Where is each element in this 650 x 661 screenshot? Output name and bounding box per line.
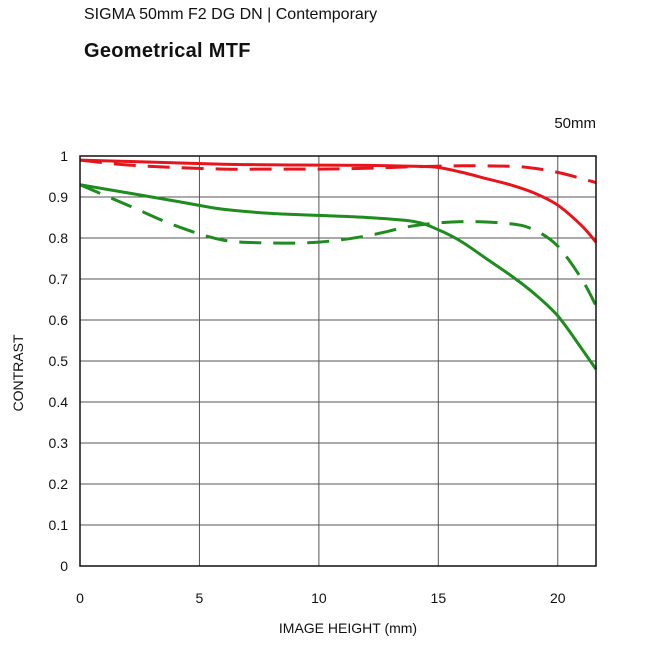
y-tick-label: 0.2 — [49, 476, 69, 492]
red-dashed-series-line — [79, 158, 597, 185]
x-tick-label: 5 — [196, 590, 204, 606]
y-tick-label: 0 — [60, 558, 68, 574]
y-tick-label: 1 — [60, 148, 68, 164]
y-tick-label: 0.6 — [49, 312, 69, 328]
focal-length-label: 50mm — [554, 115, 596, 132]
y-tick-label: 0.3 — [49, 435, 69, 451]
y-tick-label: 0.9 — [49, 189, 69, 205]
x-tick-label: 10 — [311, 590, 327, 606]
chart-title: Geometrical MTF — [84, 40, 251, 62]
x-tick-label: 20 — [550, 590, 566, 606]
y-tick-label: 0.1 — [49, 517, 69, 533]
y-tick-label: 0.5 — [49, 353, 69, 369]
x-tick-label: 15 — [431, 590, 447, 606]
lens-name: SIGMA 50mm F2 DG DN | Contemporary — [84, 6, 378, 23]
plot-border — [79, 155, 597, 567]
green-dashed-series-line — [79, 183, 598, 307]
y-axis-label: CONTRAST — [10, 334, 26, 411]
red-solid-series-line — [79, 158, 598, 244]
x-axis-label: IMAGE HEIGHT (mm) — [279, 620, 417, 636]
y-tick-label: 0.8 — [49, 230, 69, 246]
x-tick-label: 0 — [76, 590, 84, 606]
y-tick-label: 0.4 — [49, 394, 69, 410]
y-tick-label: 0.7 — [49, 271, 69, 287]
